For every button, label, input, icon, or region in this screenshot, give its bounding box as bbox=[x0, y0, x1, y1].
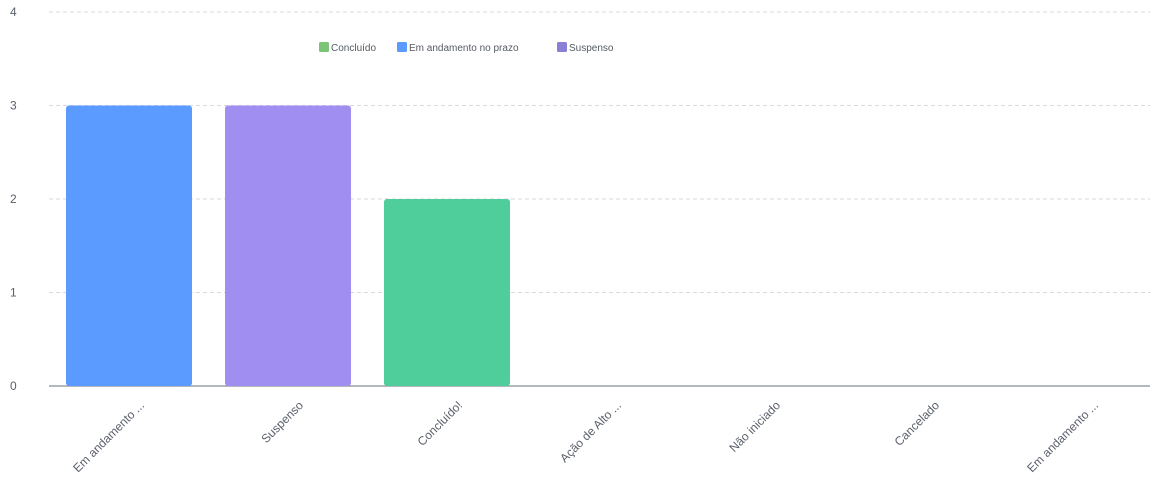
grid bbox=[49, 11, 1150, 387]
y-axis: 0 1 2 3 4 bbox=[10, 5, 17, 393]
legend-label[interactable]: Suspenso bbox=[569, 43, 614, 54]
bar[interactable] bbox=[384, 199, 510, 386]
y-tick-label: 3 bbox=[10, 99, 17, 113]
y-tick-label: 4 bbox=[10, 5, 17, 19]
legend-label[interactable]: Concluído bbox=[331, 43, 376, 54]
bars bbox=[66, 105, 510, 387]
legend-swatch[interactable] bbox=[397, 42, 407, 52]
x-tick-label: Em andamento ... bbox=[1024, 398, 1101, 475]
x-tick-label: Cancelado bbox=[892, 398, 943, 449]
legend-swatch[interactable] bbox=[557, 42, 567, 52]
y-tick-label: 1 bbox=[10, 286, 17, 300]
x-tick-label: Ação de Alto ... bbox=[557, 398, 624, 465]
bar[interactable] bbox=[225, 105, 351, 387]
x-tick-label: Concluído! bbox=[415, 398, 465, 448]
y-tick-label: 0 bbox=[10, 379, 17, 393]
bar[interactable] bbox=[66, 105, 192, 387]
x-tick-label: Não iniciado bbox=[727, 398, 784, 455]
x-tick-label: Suspenso bbox=[258, 398, 306, 446]
y-tick-label: 2 bbox=[10, 192, 17, 206]
x-tick-label: Em andamento ... bbox=[70, 398, 147, 475]
legend-swatch[interactable] bbox=[319, 42, 329, 52]
x-axis: Em andamento ... Suspenso Concluído! Ação d… bbox=[70, 398, 1101, 475]
legend: Concluído Em andamento no prazo Suspenso bbox=[319, 42, 614, 54]
legend-label[interactable]: Em andamento no prazo bbox=[409, 43, 519, 54]
